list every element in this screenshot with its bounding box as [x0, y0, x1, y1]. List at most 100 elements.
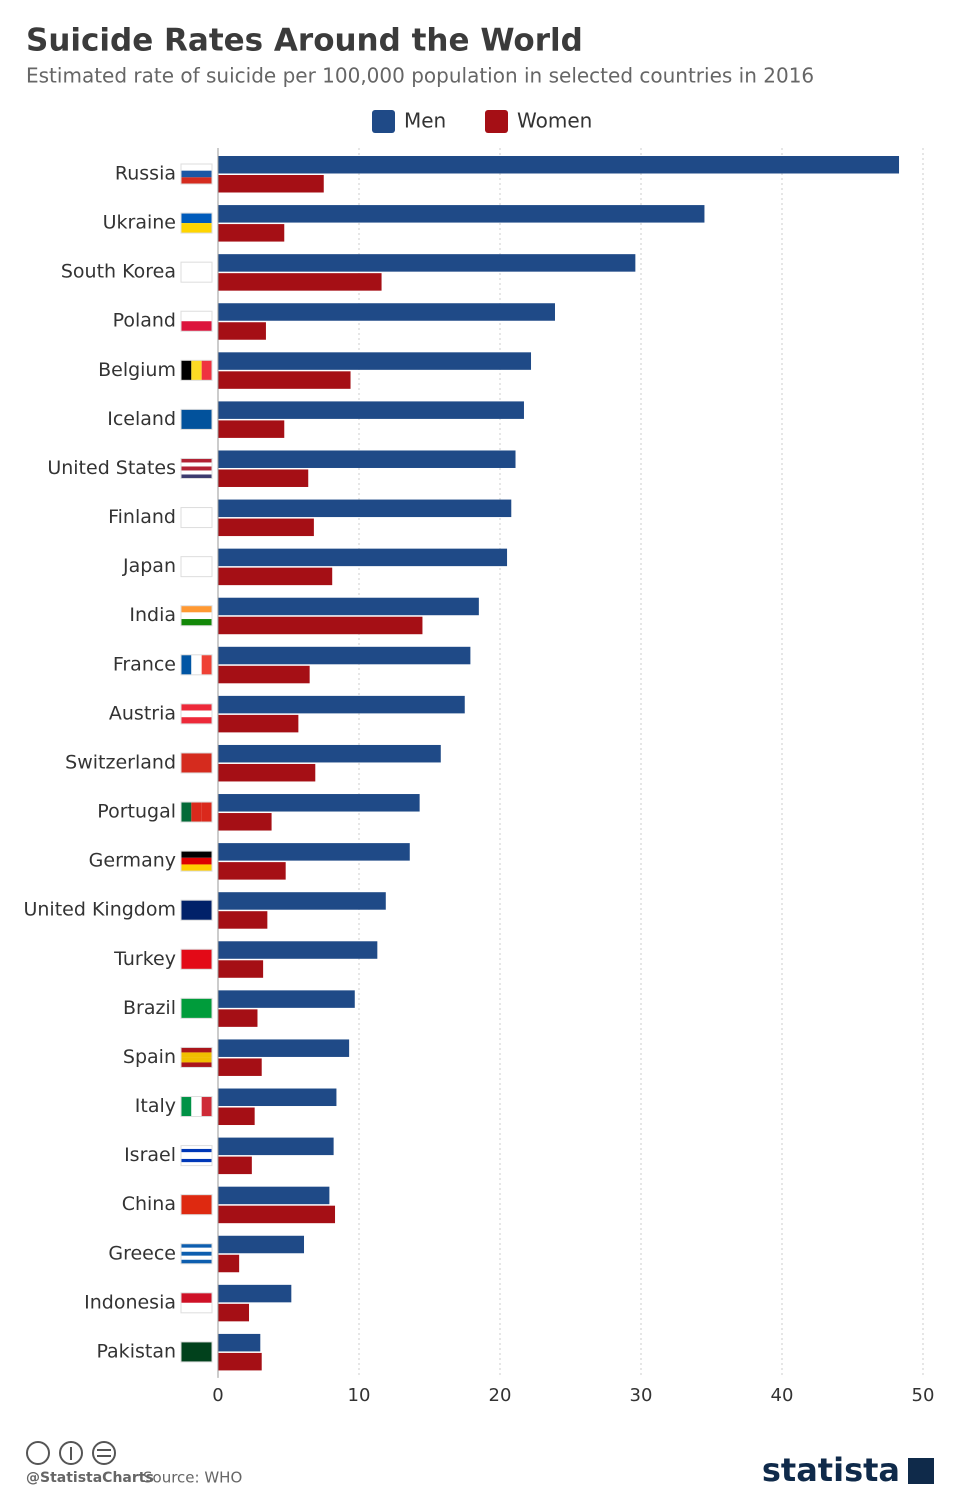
bar: [218, 352, 532, 370]
chart-subtitle: Estimated rate of suicide per 100,000 po…: [26, 64, 814, 88]
bar: [218, 763, 316, 782]
bar: [218, 960, 264, 978]
flag-stripe: [181, 1341, 212, 1362]
bar: [218, 1088, 337, 1107]
flag-stripe: [181, 311, 212, 322]
bar: [218, 273, 382, 291]
category-label: Greece: [108, 1242, 176, 1264]
bar: [218, 843, 410, 861]
logo-icon: [908, 1458, 934, 1484]
flag-border: [180, 1194, 213, 1216]
flag-border: [180, 948, 213, 970]
category-label: Pakistan: [96, 1340, 176, 1362]
flag-stripe: [181, 654, 192, 675]
flag-stripe: [181, 802, 192, 823]
bar: [218, 794, 420, 812]
flag-stripe: [181, 556, 212, 577]
bar: [218, 990, 355, 1008]
flag-stripe: [181, 1255, 212, 1260]
flag-border: [180, 801, 213, 823]
flag: [180, 654, 213, 676]
flag-stripe: [181, 262, 212, 283]
category-label: South Korea: [61, 261, 176, 283]
flag: [180, 1292, 213, 1314]
bar: [218, 1107, 255, 1126]
flag-stripe: [181, 998, 212, 1019]
cc-icons: [26, 1441, 116, 1465]
flag-stripe: [181, 1096, 192, 1117]
flag-stripe: [181, 1152, 212, 1156]
flag-stripe: [181, 1062, 212, 1068]
flag: [180, 948, 213, 970]
bar: [218, 567, 333, 586]
flag-stripe: [181, 1243, 212, 1248]
flag-stripe: [181, 1302, 212, 1313]
chart-title: Suicide Rates Around the World: [26, 23, 583, 59]
bar: [218, 1186, 330, 1205]
flag: [180, 801, 213, 823]
flag: [180, 261, 213, 283]
category-label: China: [122, 1193, 176, 1215]
flag-stripe: [201, 1096, 212, 1117]
flag-stripe: [181, 1145, 212, 1149]
flag-border: [180, 703, 213, 725]
footer-source: Source: WHO: [143, 1469, 242, 1487]
flag: [180, 1341, 213, 1363]
flag: [180, 605, 213, 627]
flag-stripe: [181, 470, 212, 475]
flag: [180, 359, 213, 381]
legend-swatch: [485, 110, 508, 133]
bar: [218, 714, 299, 733]
category-label: Austria: [109, 702, 176, 724]
x-tick-label: 50: [912, 1385, 935, 1406]
bar: [218, 1254, 240, 1273]
flag-stripe: [191, 1096, 202, 1117]
flag-stripe: [191, 654, 202, 675]
flag-stripe: [181, 466, 212, 471]
flag: [180, 1096, 213, 1118]
category-label: Russia: [115, 163, 176, 185]
bar: [218, 518, 314, 537]
flag-stripe: [181, 321, 212, 332]
flag-border: [180, 850, 213, 872]
flag-stripe: [181, 177, 212, 184]
flag-stripe: [181, 1148, 212, 1153]
category-label: Finland: [108, 506, 176, 528]
flag-stripe: [181, 462, 212, 467]
flag-border: [180, 261, 213, 283]
flag-stripe: [181, 710, 212, 718]
flag-border: [180, 1292, 213, 1314]
footer-handle: @StatistaCharts: [26, 1470, 154, 1486]
flag: [180, 507, 213, 529]
bar: [218, 616, 423, 635]
bar: [218, 499, 512, 518]
x-tick-label: 40: [771, 1385, 794, 1406]
category-label: Ukraine: [103, 212, 176, 234]
category-label: Poland: [113, 310, 176, 332]
flag-stripe: [181, 409, 212, 430]
category-label: India: [129, 604, 176, 626]
flag: [180, 457, 213, 479]
flag-border: [180, 556, 213, 578]
flag-border: [180, 507, 213, 529]
flag-stripe: [181, 223, 212, 234]
bar: [218, 911, 268, 929]
category-label: Belgium: [98, 359, 176, 381]
bar: [218, 744, 441, 763]
flag-stripe: [181, 1158, 212, 1163]
flag-stripe: [181, 864, 212, 872]
flag-stripe: [181, 703, 212, 711]
bar: [218, 597, 479, 616]
flag: [180, 1046, 213, 1068]
category-label: Japan: [122, 555, 176, 577]
bar: [218, 665, 310, 684]
category-label: Switzerland: [65, 751, 176, 773]
category-label: Spain: [123, 1046, 176, 1068]
flag-stripe: [181, 619, 212, 626]
flag-stripe: [181, 752, 212, 773]
bar: [218, 1137, 334, 1156]
flag-stripe: [181, 612, 212, 620]
logo: statista: [762, 1451, 900, 1489]
flag-stripe: [181, 458, 212, 463]
